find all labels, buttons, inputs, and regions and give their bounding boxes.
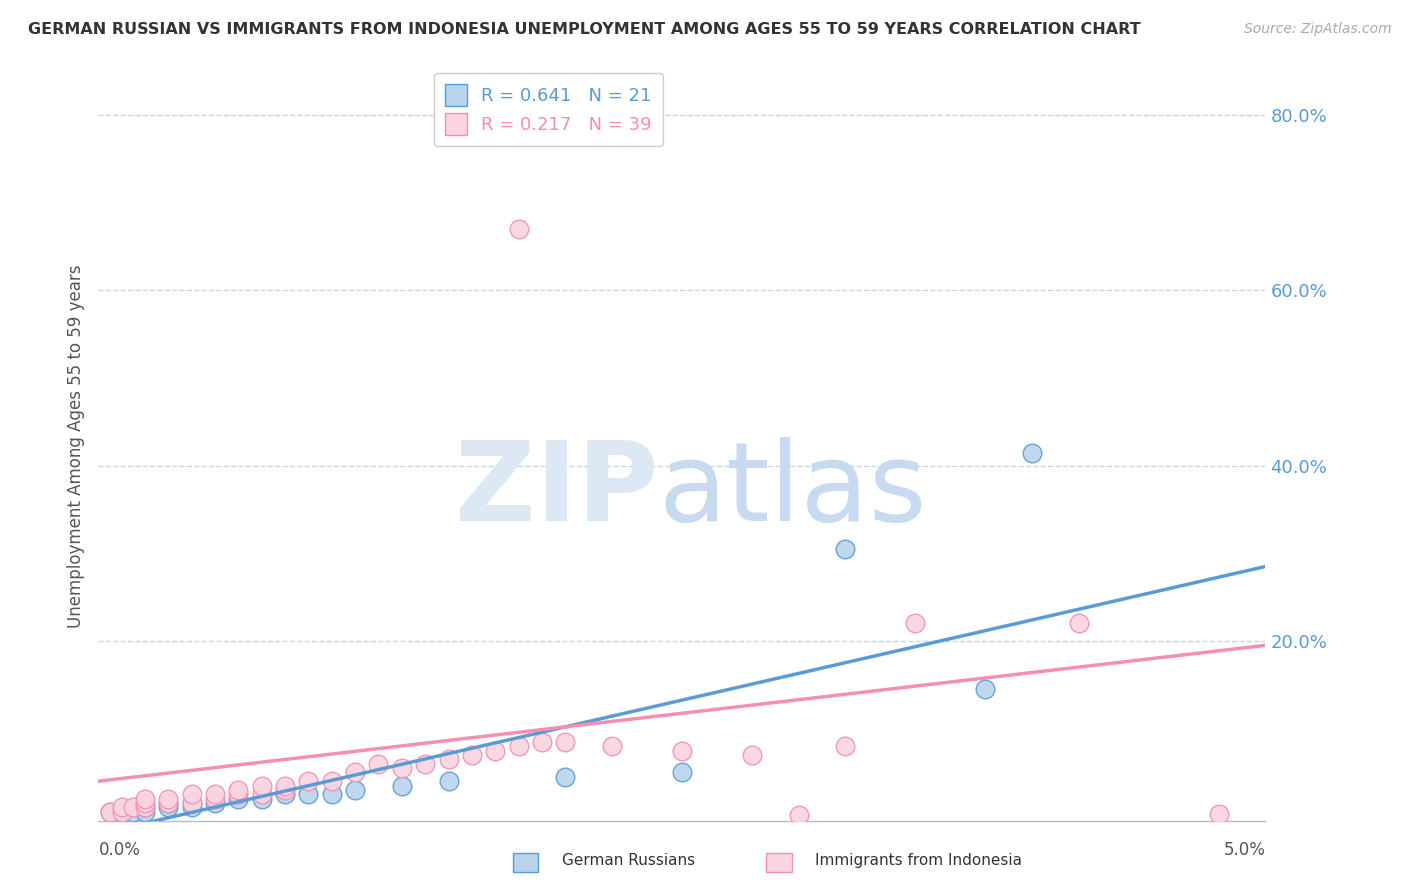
- Point: [274, 779, 297, 793]
- Point: [600, 739, 623, 753]
- Point: [508, 739, 530, 753]
- Point: [484, 743, 506, 757]
- Legend: R = 0.641   N = 21, R = 0.217   N = 39: R = 0.641 N = 21, R = 0.217 N = 39: [434, 73, 662, 145]
- Point: [180, 796, 202, 810]
- Point: [834, 739, 856, 753]
- Point: [157, 796, 180, 810]
- Point: [344, 765, 367, 780]
- Point: [321, 774, 343, 789]
- Point: [180, 800, 202, 814]
- Point: [274, 788, 297, 802]
- Point: [134, 805, 156, 819]
- Point: [321, 788, 343, 802]
- Point: [554, 770, 576, 784]
- Point: [671, 743, 693, 757]
- Point: [741, 747, 763, 762]
- Point: [122, 805, 145, 819]
- Point: [157, 800, 180, 814]
- Point: [204, 796, 226, 810]
- Point: [98, 805, 121, 819]
- Point: [157, 791, 180, 805]
- Point: [250, 779, 273, 793]
- Point: [1021, 445, 1043, 459]
- Text: atlas: atlas: [658, 437, 927, 544]
- Point: [437, 774, 460, 789]
- Point: [508, 222, 530, 236]
- Point: [834, 541, 856, 556]
- Point: [274, 783, 297, 797]
- Point: [297, 788, 319, 802]
- Point: [297, 774, 319, 789]
- Point: [228, 788, 250, 802]
- Point: [250, 788, 273, 802]
- Point: [461, 747, 484, 762]
- Text: GERMAN RUSSIAN VS IMMIGRANTS FROM INDONESIA UNEMPLOYMENT AMONG AGES 55 TO 59 YEA: GERMAN RUSSIAN VS IMMIGRANTS FROM INDONE…: [28, 22, 1140, 37]
- Text: Source: ZipAtlas.com: Source: ZipAtlas.com: [1244, 22, 1392, 37]
- Point: [250, 791, 273, 805]
- Point: [180, 796, 202, 810]
- Text: 0.0%: 0.0%: [98, 841, 141, 859]
- Point: [134, 800, 156, 814]
- Point: [134, 791, 156, 805]
- Point: [554, 735, 576, 749]
- Text: Immigrants from Indonesia: Immigrants from Indonesia: [815, 854, 1022, 868]
- Point: [391, 761, 413, 775]
- Text: German Russians: German Russians: [562, 854, 696, 868]
- Text: ZIP: ZIP: [456, 437, 658, 544]
- Point: [344, 783, 367, 797]
- Point: [437, 752, 460, 766]
- Point: [111, 800, 134, 814]
- Point: [134, 796, 156, 810]
- Point: [904, 616, 927, 631]
- Point: [134, 800, 156, 814]
- Point: [530, 735, 553, 749]
- Point: [111, 805, 134, 819]
- Point: [413, 756, 436, 771]
- Point: [1208, 806, 1230, 821]
- Text: 5.0%: 5.0%: [1223, 841, 1265, 859]
- Point: [228, 791, 250, 805]
- Point: [1067, 616, 1090, 631]
- Point: [157, 796, 180, 810]
- Point: [671, 765, 693, 780]
- Y-axis label: Unemployment Among Ages 55 to 59 years: Unemployment Among Ages 55 to 59 years: [66, 264, 84, 628]
- Point: [391, 779, 413, 793]
- Point: [204, 791, 226, 805]
- Point: [98, 805, 121, 819]
- Point: [974, 682, 997, 697]
- Point: [228, 783, 250, 797]
- Point: [180, 788, 202, 802]
- Point: [787, 807, 810, 822]
- Point: [367, 756, 389, 771]
- Point: [122, 800, 145, 814]
- Point: [204, 788, 226, 802]
- Point: [111, 805, 134, 819]
